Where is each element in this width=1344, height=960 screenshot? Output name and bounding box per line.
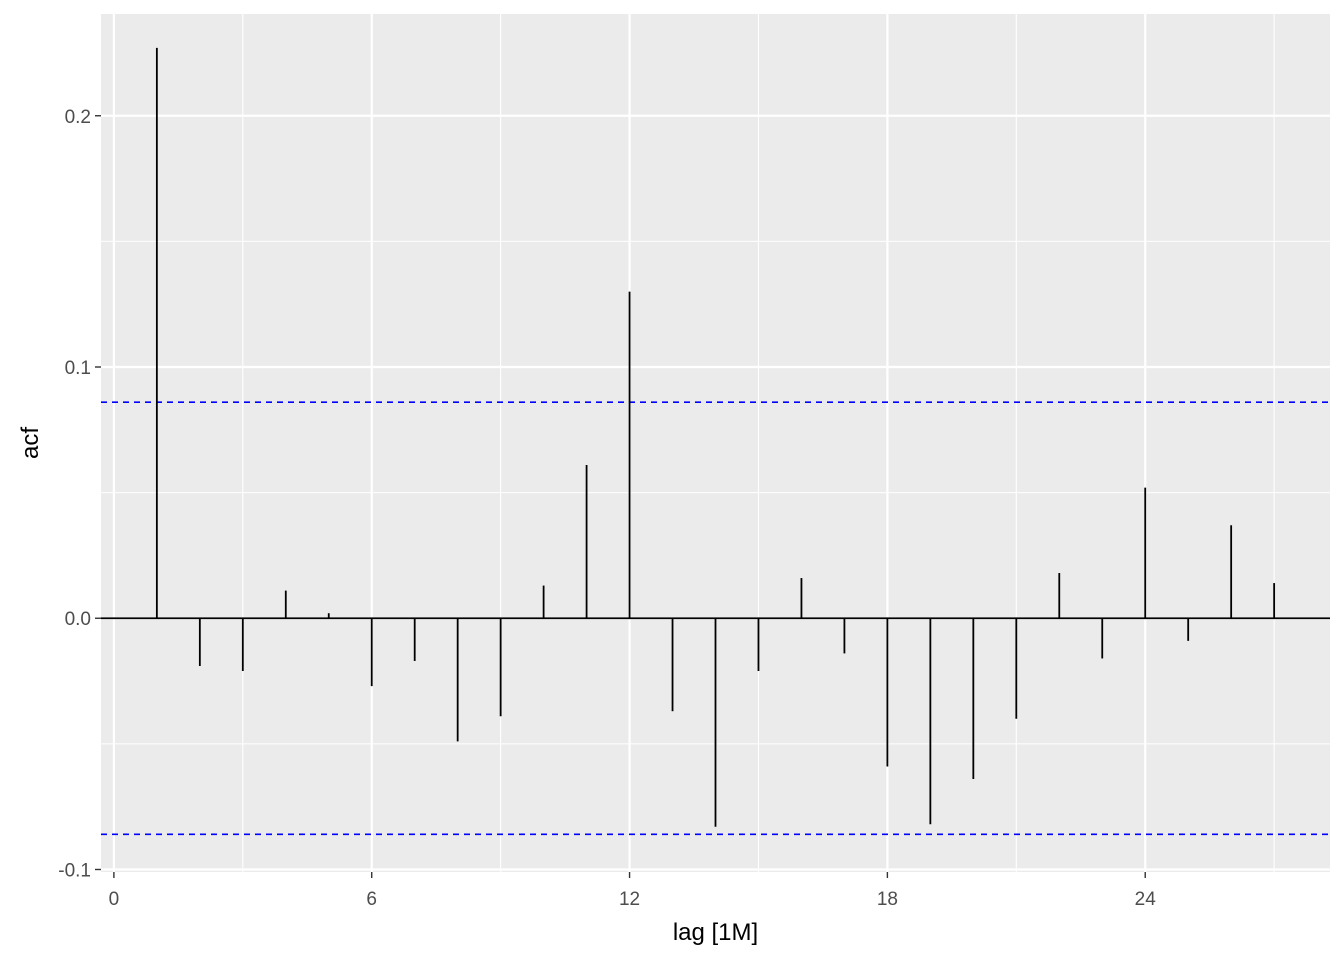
x-tick-label: 12	[619, 889, 640, 910]
x-tick-label: 6	[366, 889, 377, 910]
confidence-bounds	[101, 401, 1330, 836]
x-tick-label: 0	[109, 889, 120, 910]
y-tick-label: 0.2	[65, 107, 91, 128]
acf-spikes	[155, 47, 1276, 827]
x-axis: 0 6 12 18 24	[109, 872, 1157, 910]
y-tick-label: 0.1	[65, 358, 91, 379]
x-tick-label: 24	[1135, 889, 1157, 910]
x-axis-title: lag [1M]	[673, 919, 758, 946]
y-tick-label: -0.1	[58, 860, 91, 881]
y-axis-title: acf	[17, 427, 44, 459]
y-axis: -0.1 0.0 0.1 0.2	[58, 107, 101, 881]
x-tick-label: 18	[877, 889, 898, 910]
y-tick-label: 0.0	[65, 609, 91, 630]
